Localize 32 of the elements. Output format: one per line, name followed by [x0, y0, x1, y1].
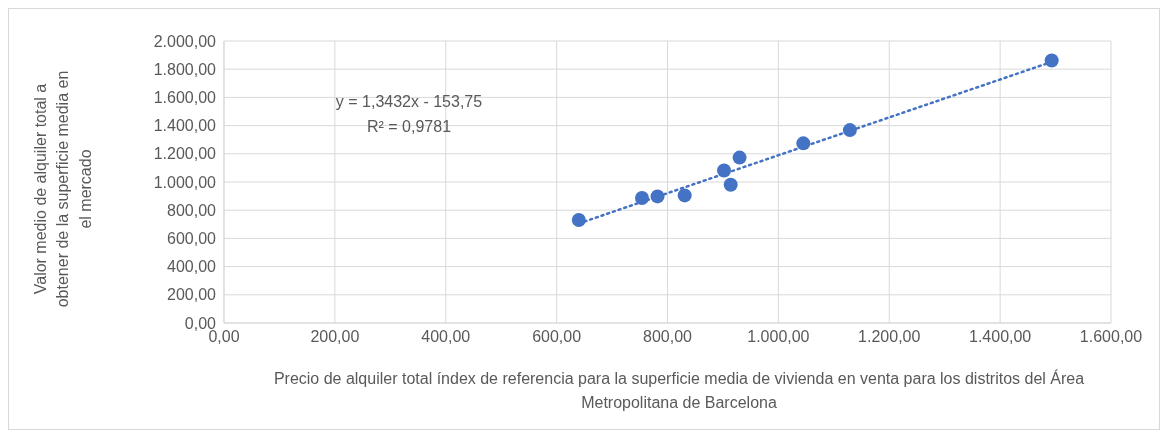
x-tick-label: 1.600,00: [1079, 328, 1143, 346]
point: [650, 189, 665, 204]
point: [842, 123, 857, 138]
point: [717, 163, 732, 178]
x-tick-label: 1.000,00: [747, 328, 810, 346]
y-tick-label: 200,00: [167, 286, 217, 304]
y-tick-label: 800,00: [167, 201, 217, 219]
y-tick-label: 1.800,00: [153, 60, 217, 78]
y-axis-title: Valor medio de alquiler total a obtener de la superficie media en el mercado: [31, 69, 95, 310]
annotation: y = 1,3432x - 153,75: [334, 92, 484, 112]
y-tick-label: 1.000,00: [153, 173, 217, 191]
point: [732, 150, 747, 165]
y-tick-label: 1.400,00: [153, 117, 217, 135]
x-tick-label: 800,00: [643, 328, 693, 346]
annotation: R² = 0,9781: [365, 117, 453, 137]
x-tick-label: 200,00: [310, 328, 360, 346]
point: [571, 212, 586, 227]
y-tick-label: 1.600,00: [153, 89, 217, 107]
x-tick-label: 400,00: [421, 328, 471, 346]
x-tick-label: 1.200,00: [858, 328, 921, 346]
y-tick-label: 2.000,00: [153, 32, 217, 50]
y-tick-label: 1.200,00: [153, 145, 217, 163]
point: [723, 177, 738, 192]
point: [677, 188, 692, 203]
x-axis-title: Precio de alquiler total índex de referencia para la superficie media de vivienda en venta para los distritos del Área Metropolitana de Barcelona: [272, 368, 1086, 413]
y-tick-label: 600,00: [167, 230, 217, 248]
x-tick-label: 1.400,00: [968, 328, 1032, 346]
point: [1044, 53, 1059, 68]
x-tick-label: 600,00: [532, 328, 582, 346]
point: [635, 190, 649, 205]
point: [796, 136, 811, 151]
y-tick-label: 400,00: [167, 258, 217, 276]
